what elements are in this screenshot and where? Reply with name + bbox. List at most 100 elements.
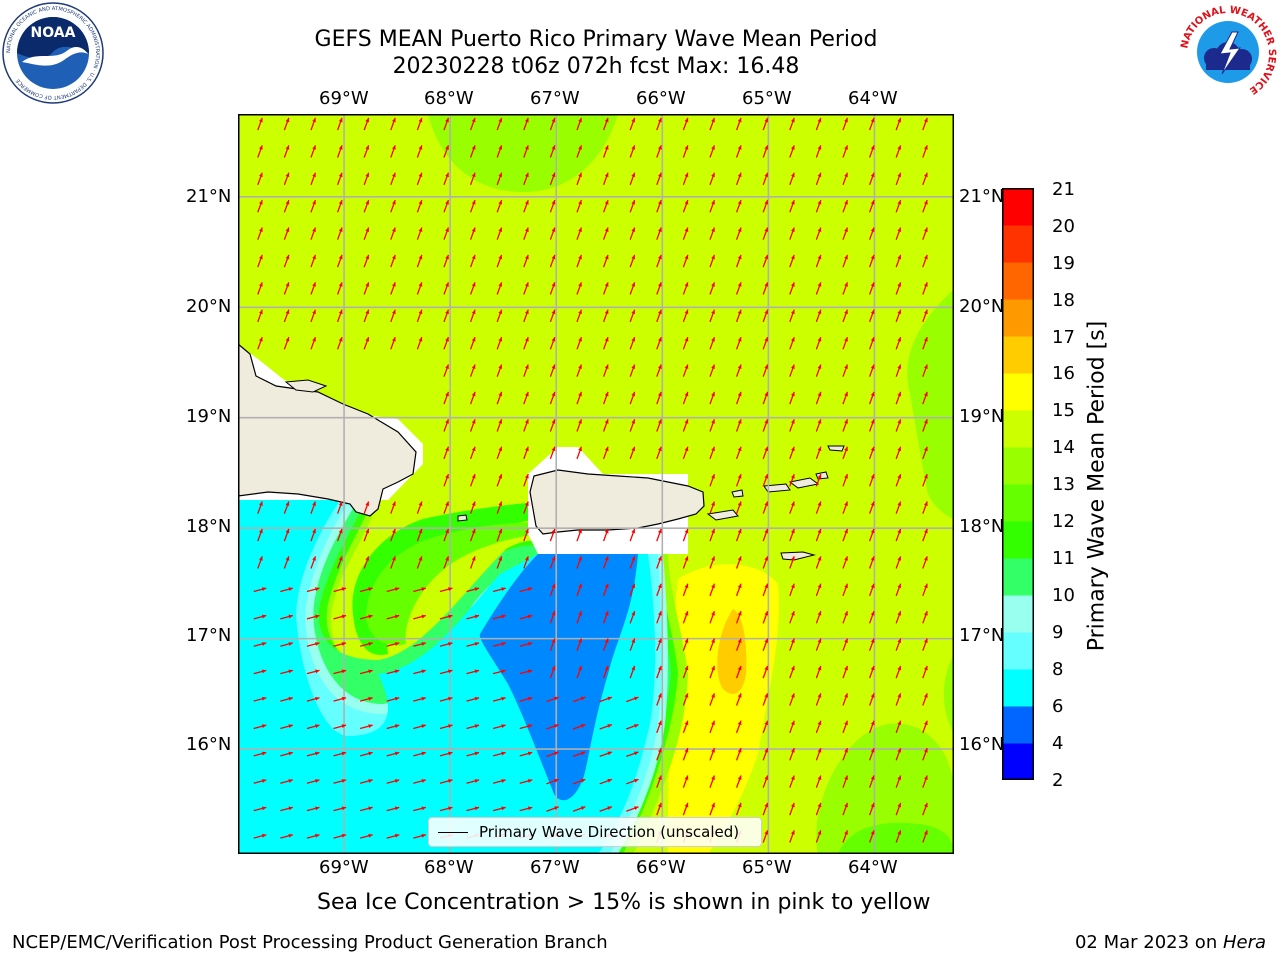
- wave-arrow: [257, 528, 263, 542]
- wave-arrow: [466, 587, 480, 593]
- legend-line-swatch: [438, 832, 468, 833]
- wave-arrow: [629, 610, 636, 624]
- wave-arrow: [895, 364, 902, 377]
- wave-arrow: [333, 806, 347, 812]
- wave-arrow: [629, 528, 636, 542]
- wave-arrow: [842, 199, 849, 213]
- wave-arrow: [469, 254, 476, 268]
- wave-arrow: [280, 724, 294, 730]
- wave-arrow: [333, 669, 347, 675]
- wave-arrow: [253, 806, 267, 812]
- colorbar-tick: 13: [1052, 474, 1075, 495]
- wave-arrow: [439, 669, 453, 675]
- wave-arrow: [682, 419, 689, 432]
- wave-arrow: [682, 254, 689, 268]
- wave-arrow: [629, 638, 636, 651]
- wave-arrow: [359, 614, 373, 620]
- wave-arrow: [576, 282, 583, 295]
- colorbar-bin: [1002, 336, 1034, 374]
- wave-arrow: [257, 556, 263, 569]
- wave-arrow: [656, 117, 662, 131]
- wave-arrow: [257, 227, 263, 240]
- wave-arrow: [842, 391, 849, 405]
- wave-arrow: [390, 309, 396, 323]
- wave-arrow: [363, 145, 370, 158]
- wave-arrow: [469, 364, 476, 377]
- wave-arrow: [735, 638, 742, 651]
- wave-arrow: [656, 391, 662, 405]
- wave-arrow: [257, 309, 263, 323]
- wave-arrow: [443, 309, 450, 323]
- colorbar-tick: 8: [1052, 659, 1064, 680]
- wave-arrow: [868, 720, 875, 734]
- wave-arrow: [895, 254, 902, 268]
- wave-arrow: [283, 309, 290, 323]
- wave-arrow: [336, 336, 343, 350]
- wave-arrow: [523, 309, 529, 323]
- wave-arrow: [523, 172, 529, 186]
- wave-arrow: [895, 830, 902, 843]
- wave-arrow: [815, 172, 822, 186]
- period-contour-13s-east-south: [943, 654, 954, 734]
- period-contour-13s-southeast: [816, 723, 954, 854]
- wave-arrow: [496, 446, 503, 460]
- wave-arrow: [523, 364, 529, 377]
- wave-arrow: [868, 693, 875, 706]
- lon-label: 65°W: [742, 857, 792, 878]
- wave-arrow: [602, 282, 609, 295]
- wave-arrow: [922, 556, 928, 569]
- lat-label: 16°N: [186, 734, 232, 755]
- wave-arrow: [572, 751, 586, 758]
- footer-date-text: 02 Mar 2023 on: [1074, 932, 1223, 953]
- wave-arrow: [386, 587, 400, 593]
- wave-arrow: [629, 227, 636, 240]
- wave-arrow: [523, 117, 529, 131]
- wave-arrow: [735, 336, 742, 350]
- wave-arrow: [922, 227, 928, 240]
- wave-arrow: [519, 751, 533, 757]
- wave-arrow: [842, 419, 849, 432]
- wave-arrow: [922, 665, 928, 679]
- wave-arrow: [789, 172, 795, 186]
- wave-arrow: [735, 199, 742, 213]
- wave-arrow: [413, 779, 427, 784]
- wave-arrow: [439, 696, 453, 702]
- wave-arrow: [443, 446, 450, 460]
- colorbar-tick: 6: [1052, 696, 1064, 717]
- wave-arrow: [762, 830, 769, 843]
- wave-arrow: [519, 669, 533, 675]
- wave-arrow: [626, 778, 639, 785]
- wave-arrow: [310, 254, 317, 268]
- wave-arrow: [656, 638, 662, 651]
- wave-arrow: [709, 638, 716, 651]
- wave-arrow: [363, 528, 370, 542]
- wave-arrow: [283, 254, 290, 268]
- wave-arrow: [413, 696, 427, 702]
- lon-label: 68°W: [424, 857, 474, 878]
- colorbar-label: Primary Wave Mean Period [s]: [1084, 320, 1110, 652]
- footer-machine: Hera: [1222, 932, 1266, 953]
- wave-arrow: [306, 751, 320, 757]
- wave-arrow: [253, 614, 267, 620]
- wave-arrow: [629, 665, 636, 679]
- wave-arrow: [842, 227, 849, 240]
- wave-arrow: [386, 833, 400, 839]
- wave-arrow: [815, 556, 822, 569]
- wave-arrow: [842, 638, 849, 651]
- wave-arrow: [682, 364, 689, 377]
- wave-arrow: [735, 172, 742, 186]
- wave-arrow: [735, 254, 742, 268]
- colorbar-bin: [1002, 669, 1034, 707]
- wave-arrow: [815, 665, 822, 679]
- wave-arrow: [602, 391, 609, 405]
- wave-arrow: [549, 665, 556, 679]
- wave-arrow: [413, 724, 427, 730]
- wave-arrow: [735, 501, 742, 514]
- wave-arrow: [549, 199, 556, 213]
- wave-arrow: [333, 833, 347, 839]
- wave-arrow: [443, 556, 450, 569]
- wave-arrow: [602, 665, 609, 679]
- wave-arrow: [519, 724, 533, 730]
- wave-arrow: [390, 117, 396, 131]
- wave-arrow: [868, 145, 875, 158]
